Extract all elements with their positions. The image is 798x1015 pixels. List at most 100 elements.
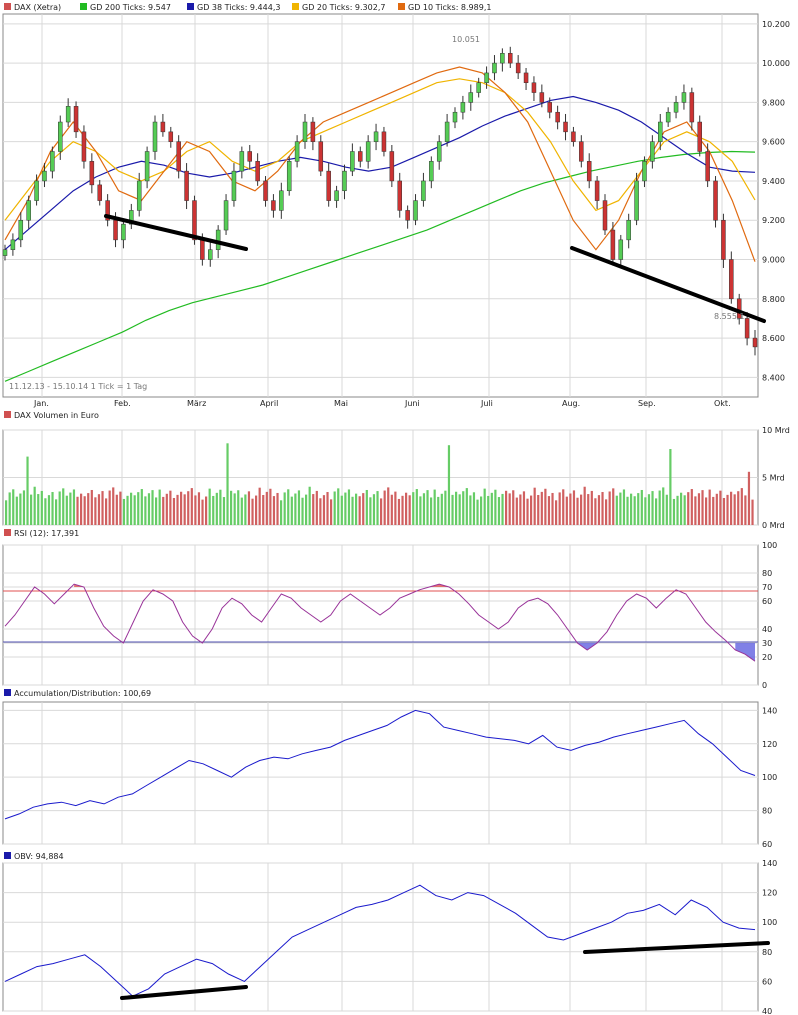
volume-bar — [305, 494, 308, 525]
candle-body — [255, 161, 260, 182]
volume-y-tick: 0 Mrd — [762, 521, 785, 530]
volume-bar — [662, 487, 665, 525]
candle-body — [326, 170, 331, 201]
volume-bar — [655, 498, 658, 525]
candle-body — [286, 161, 292, 192]
volume-bar — [383, 490, 386, 525]
volume-bar — [5, 500, 8, 525]
indicator-y-tick: 40 — [762, 1007, 772, 1015]
volume-bar — [115, 494, 118, 525]
candle-body — [594, 180, 600, 201]
volume-bar — [608, 491, 611, 525]
volume-bar — [558, 492, 561, 525]
volume-bar — [615, 495, 618, 525]
volume-bar — [744, 495, 747, 525]
volume-bar — [722, 497, 726, 525]
volume-bar — [240, 497, 243, 525]
volume-bar — [751, 499, 754, 525]
rsi-zone-fill — [429, 584, 450, 587]
candle-body — [144, 151, 150, 182]
volume-bar — [415, 489, 418, 525]
volume-bar — [8, 492, 11, 525]
volume-bar — [687, 492, 690, 525]
volume-bar — [726, 494, 729, 525]
volume-bar — [451, 494, 454, 525]
volume-bar — [676, 495, 679, 525]
volume-bar — [247, 491, 251, 525]
ad-y-ticks: 140 120 100 80 60 — [762, 706, 777, 849]
obv-title: OBV: 94,884 — [14, 852, 64, 861]
volume-bar — [733, 494, 736, 525]
volume-bar — [333, 491, 336, 525]
volume-bar — [151, 490, 154, 525]
volume-bar — [622, 489, 626, 525]
candle-body — [350, 151, 355, 172]
candle-body — [50, 151, 55, 172]
candle-body — [34, 180, 39, 201]
indicator-y-tick: 140 — [762, 859, 777, 868]
volume-bar — [244, 494, 247, 525]
volume-bar — [362, 493, 365, 525]
obv-trendline-2 — [583, 941, 770, 954]
legend-swatch-dax — [4, 3, 11, 10]
candle-body — [413, 200, 418, 221]
candle-body — [650, 141, 655, 162]
price-y-ticks: 10.200 10.000 9.800 9.600 9.400 9.200 9.000 8.8… — [762, 20, 790, 383]
legend-entry: GD 10 Ticks: 8.989,1 — [408, 3, 491, 12]
candle-body — [436, 141, 442, 162]
volume-bar — [169, 490, 172, 525]
price-footnote: 11.12.13 - 15.10.14 1 Tick = 1 Tag — [9, 382, 147, 391]
volume-bar — [230, 490, 233, 525]
candle-body — [247, 151, 252, 162]
volume-bar — [326, 492, 329, 525]
volume-bar — [540, 491, 543, 525]
volume-bar — [626, 496, 629, 525]
volume-bar — [365, 489, 368, 525]
price-y-tick: 9.600 — [762, 138, 785, 147]
indicator-y-tick: 100 — [762, 918, 777, 927]
volume-bar — [437, 496, 440, 525]
volume-bar — [483, 488, 486, 525]
volume-bar — [708, 489, 711, 525]
candle-body — [81, 131, 87, 162]
volume-bar — [137, 492, 140, 525]
volume-bar — [665, 494, 668, 525]
candle-body — [121, 223, 126, 241]
rsi-zone-fill — [577, 643, 598, 650]
volume-bar — [44, 498, 47, 525]
volume-bar — [355, 493, 358, 525]
volume-bar — [258, 487, 261, 525]
volume-bar — [337, 488, 340, 525]
volume-bar — [569, 493, 572, 525]
volume-bar — [105, 498, 108, 525]
volume-bar — [330, 499, 333, 525]
indicator-y-tick: 60 — [762, 840, 772, 849]
volume-bar — [280, 500, 283, 525]
candle-body — [452, 111, 458, 123]
indicator-y-tick: 80 — [762, 948, 772, 957]
chart-title: DAX (Xetra) — [14, 3, 61, 12]
candle-body — [673, 102, 679, 113]
volume-bar — [315, 490, 318, 525]
candle-body — [729, 259, 734, 300]
price-y-tick: 8.800 — [762, 295, 785, 304]
volume-bar — [562, 489, 565, 525]
volume-bar — [387, 487, 390, 525]
volume-bar — [30, 494, 33, 525]
volume-bar — [690, 489, 693, 525]
candle-body — [184, 170, 189, 201]
volume-bar — [205, 496, 208, 525]
volume-panel: DAX Volumen in Euro 10 Mrd 5 Mrd 0 Mrd — [2, 411, 790, 530]
volume-bar — [233, 493, 236, 525]
candle-body — [10, 239, 16, 250]
volume-bar — [408, 495, 411, 525]
candle-body — [689, 92, 695, 123]
volume-bar — [194, 495, 197, 525]
ad-line — [4, 709, 756, 820]
volume-bar — [369, 497, 372, 525]
price-x-ticks: Jan. Feb. März April Mai Juni Juli Aug. Sep. Okt. — [33, 399, 731, 408]
candle-body — [152, 121, 158, 152]
volume-bar — [740, 488, 743, 525]
volume-bar — [12, 489, 15, 525]
rsi-panel: RSI (12): 17,391 100 80 70 60 40 30 20 0 — [2, 529, 777, 690]
